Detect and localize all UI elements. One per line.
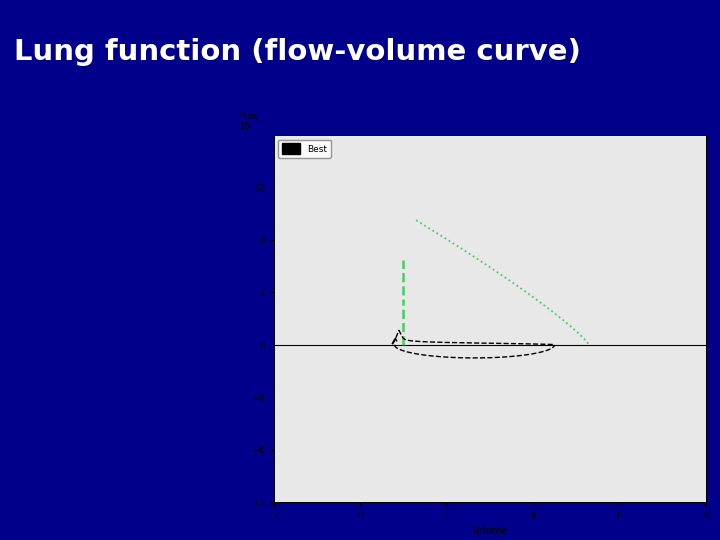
- Legend: Best: Best: [278, 139, 330, 158]
- Text: Lung function (flow-volume curve): Lung function (flow-volume curve): [14, 38, 581, 66]
- Text: Flow
16: Flow 16: [239, 112, 258, 131]
- X-axis label: Volume: Volume: [472, 526, 508, 536]
